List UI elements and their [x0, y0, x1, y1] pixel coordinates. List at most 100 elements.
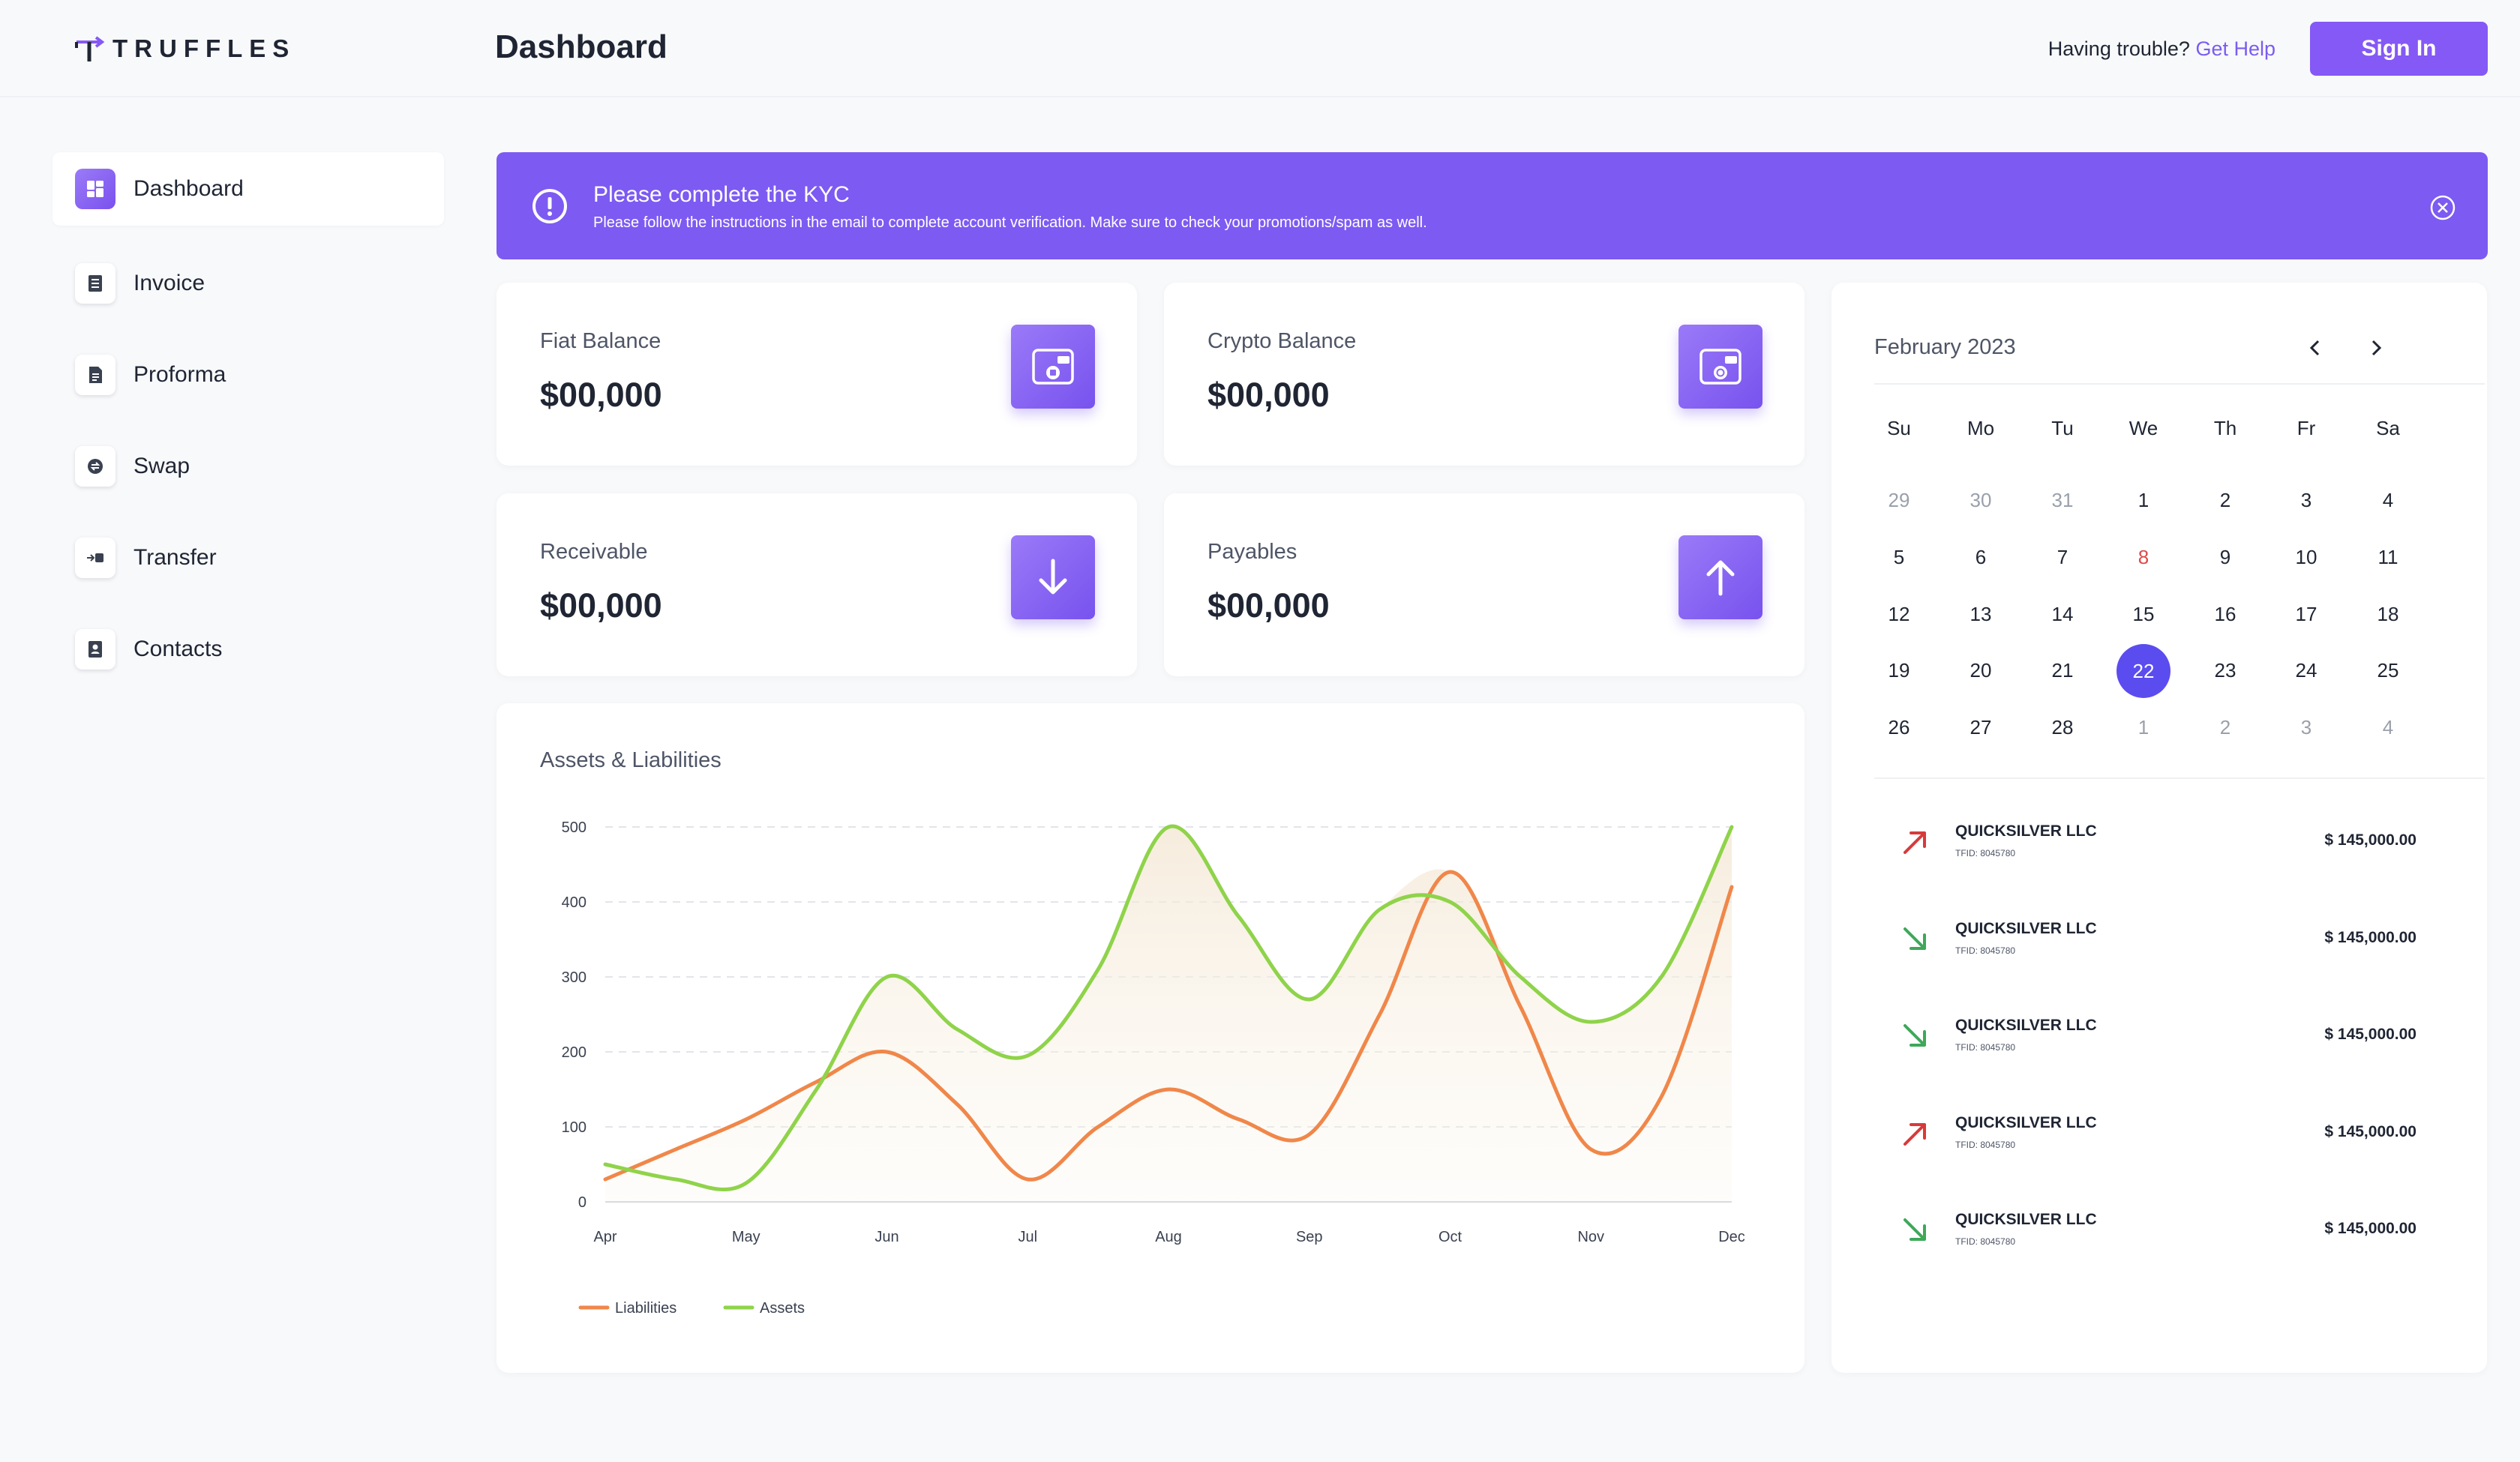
- calendar-day-label: 6: [1975, 546, 1987, 568]
- logo[interactable]: TRUFFLES: [72, 30, 296, 67]
- transaction-row[interactable]: QUICKSILVER LLC TFID: 8045780 $ 145,000.00: [1832, 1111, 2487, 1179]
- calendar-day-label: 3: [2300, 489, 2312, 511]
- kyc-banner: Please complete the KYC Please follow th…: [496, 152, 2488, 259]
- calendar-day-label: 9: [2219, 546, 2231, 568]
- calendar-day-selected[interactable]: 22: [2115, 644, 2172, 698]
- calendar-day[interactable]: 12: [1870, 588, 1928, 640]
- sidebar-item-invoice[interactable]: Invoice: [52, 247, 444, 320]
- calendar-day[interactable]: 7: [2034, 531, 2091, 583]
- stat-value: $00,000: [540, 586, 662, 625]
- calendar-month: February 2023: [1874, 335, 2016, 359]
- calendar-day-label: 1: [2138, 489, 2150, 511]
- calendar-day[interactable]: 23: [2197, 644, 2254, 697]
- chevron-right-icon[interactable]: [2365, 337, 2387, 359]
- top-bar: TRUFFLES Dashboard Having trouble? Get H…: [0, 0, 2520, 97]
- y-tick-label: 0: [578, 1194, 586, 1211]
- calendar-day-label: 10: [2295, 546, 2318, 568]
- sidebar-item-label: Contacts: [134, 637, 223, 661]
- calendar-day[interactable]: 27: [1952, 701, 2009, 753]
- calendar-day[interactable]: 28: [2034, 701, 2091, 753]
- sidebar-item-transfer[interactable]: Transfer: [52, 521, 444, 595]
- transaction-name: QUICKSILVER LLC: [1955, 1211, 2097, 1228]
- transaction-row[interactable]: QUICKSILVER LLC TFID: 8045780 $ 145,000.00: [1832, 819, 2487, 887]
- calendar-day[interactable]: 26: [1870, 701, 1928, 753]
- crypto-wallet-icon: [1678, 325, 1762, 409]
- calendar-day-label: 18: [2377, 603, 2399, 625]
- transaction-id: TFID: 8045780: [1955, 1236, 2016, 1247]
- fiat-balance-card: Fiat Balance $00,000: [496, 283, 1137, 466]
- calendar-day[interactable]: 1: [2115, 701, 2172, 753]
- sidebar-item-label: Dashboard: [134, 176, 244, 201]
- transaction-amount: $ 145,000.00: [2324, 1122, 2416, 1140]
- crypto-balance-card: Crypto Balance $00,000: [1164, 283, 1804, 466]
- arrow-down-right-icon: [1904, 927, 1926, 950]
- calendar-day[interactable]: 6: [1952, 531, 2009, 583]
- calendar-day[interactable]: 19: [1870, 644, 1928, 697]
- arrow-down-icon: [1011, 535, 1095, 619]
- weekday-header: We: [2128, 417, 2158, 439]
- transaction-row[interactable]: QUICKSILVER LLC TFID: 8045780 $ 145,000.00: [1832, 1014, 2487, 1081]
- arrow-up-right-icon: [1904, 831, 1926, 854]
- calendar-day[interactable]: 3: [2278, 701, 2335, 753]
- calendar-day[interactable]: 9: [2197, 531, 2254, 583]
- sidebar-item-swap[interactable]: Swap: [52, 430, 444, 503]
- transaction-id: TFID: 8045780: [1955, 848, 2016, 858]
- transaction-amount: $ 145,000.00: [2324, 1220, 2416, 1237]
- calendar-day-label: 19: [1888, 659, 1910, 682]
- help-text: Having trouble? Get Help: [2048, 37, 2276, 61]
- x-tick-label: Oct: [1438, 1229, 1462, 1245]
- kyc-title: Please complete the KYC: [593, 182, 850, 207]
- arrow-down-right-icon: [1904, 1024, 1926, 1047]
- calendar-day[interactable]: 18: [2360, 588, 2416, 640]
- calendar-day-label: 28: [2051, 716, 2074, 738]
- chart-title: Assets & Liabilities: [540, 748, 722, 772]
- transaction-row[interactable]: QUICKSILVER LLC TFID: 8045780 $ 145,000.00: [1832, 1208, 2487, 1275]
- calendar-day[interactable]: 3: [2278, 474, 2335, 526]
- sidebar-item-dashboard[interactable]: Dashboard: [52, 152, 444, 226]
- calendar-day[interactable]: 4: [2360, 474, 2416, 526]
- calendar-day[interactable]: 10: [2278, 531, 2335, 583]
- calendar-day[interactable]: 21: [2034, 644, 2091, 697]
- calendar-day[interactable]: 1: [2115, 474, 2172, 526]
- calendar-day[interactable]: 20: [1952, 644, 2009, 697]
- calendar-day-label: 1: [2138, 716, 2150, 738]
- transaction-name: QUICKSILVER LLC: [1955, 1113, 2097, 1131]
- calendar-day[interactable]: 5: [1870, 531, 1928, 583]
- calendar-day[interactable]: 24: [2278, 644, 2335, 697]
- calendar-day[interactable]: 2: [2197, 474, 2254, 526]
- calendar-day-label: 30: [1970, 489, 1992, 511]
- stat-value: $00,000: [540, 376, 662, 414]
- calendar-day-label: 16: [2214, 603, 2236, 625]
- calendar-day[interactable]: 25: [2360, 644, 2416, 697]
- calendar-day[interactable]: 16: [2197, 588, 2254, 640]
- calendar-day-label: 21: [2051, 659, 2074, 682]
- calendar-day[interactable]: 29: [1870, 474, 1928, 526]
- calendar-day[interactable]: 4: [2360, 701, 2416, 753]
- transaction-row[interactable]: QUICKSILVER LLC TFID: 8045780 $ 145,000.00: [1832, 917, 2487, 984]
- calendar-day-label: 15: [2132, 603, 2155, 625]
- sidebar-item-proforma[interactable]: Proforma: [52, 338, 444, 412]
- calendar-day-label: 26: [1888, 716, 1910, 738]
- calendar-day[interactable]: 14: [2034, 588, 2091, 640]
- y-tick-label: 400: [562, 894, 586, 911]
- calendar-day[interactable]: 8: [2115, 531, 2172, 583]
- sign-in-button[interactable]: Sign In: [2310, 22, 2488, 76]
- wallet-icon: [1011, 325, 1095, 409]
- page-title: Dashboard: [495, 28, 668, 65]
- sidebar-item-contacts[interactable]: Contacts: [52, 613, 444, 686]
- calendar-day[interactable]: 15: [2115, 588, 2172, 640]
- calendar-day-label: 14: [2051, 603, 2074, 625]
- calendar-day[interactable]: 17: [2278, 588, 2335, 640]
- calendar-day[interactable]: 31: [2034, 474, 2091, 526]
- calendar-day-label: 4: [2382, 489, 2394, 511]
- calendar-day[interactable]: 13: [1952, 588, 2009, 640]
- calendar-day[interactable]: 11: [2360, 531, 2416, 583]
- calendar-day-label: 3: [2300, 716, 2312, 738]
- calendar-day[interactable]: 30: [1952, 474, 2009, 526]
- contacts-icon: [75, 629, 116, 670]
- close-icon[interactable]: [2429, 194, 2456, 221]
- y-tick-label: 500: [562, 819, 586, 836]
- chevron-left-icon[interactable]: [2304, 337, 2326, 359]
- get-help-link[interactable]: Get Help: [2195, 37, 2276, 60]
- calendar-day[interactable]: 2: [2197, 701, 2254, 753]
